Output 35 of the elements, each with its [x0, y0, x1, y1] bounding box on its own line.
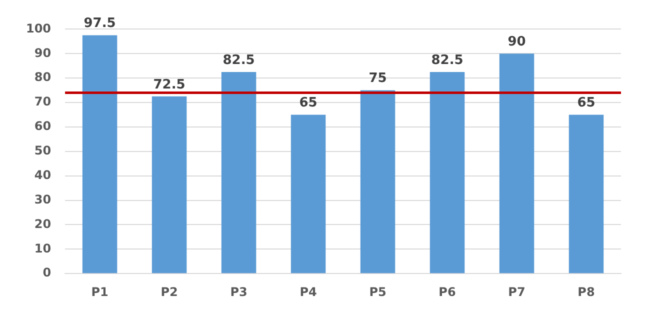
y-tick-label: 100: [26, 21, 52, 36]
y-tick-label: 60: [34, 119, 52, 134]
data-label: 65: [577, 96, 596, 111]
bar: [221, 72, 256, 274]
x-tick-label: P1: [91, 284, 108, 299]
data-label: 75: [368, 71, 387, 86]
y-tick-label: 20: [34, 216, 52, 231]
x-tick-label: P2: [160, 284, 178, 299]
y-tick-label: 90: [34, 46, 52, 60]
y-tick-label: 30: [34, 192, 52, 206]
bar: [499, 54, 534, 274]
data-label: 65: [299, 96, 318, 111]
x-tick-label: P4: [300, 284, 317, 299]
x-tick-label: P5: [369, 284, 386, 299]
data-label: 82.5: [222, 52, 255, 68]
data-label: 72.5: [153, 77, 186, 92]
x-tick-label: P8: [578, 284, 595, 299]
bar: [568, 114, 604, 274]
bar: [360, 90, 396, 274]
bar: [290, 114, 326, 274]
data-label: 97.5: [84, 16, 116, 32]
y-tick-label: 40: [34, 168, 52, 182]
y-tick-label: 80: [34, 70, 52, 84]
bar: [82, 35, 118, 274]
x-tick-label: P6: [438, 284, 456, 299]
y-tick-label: 0: [42, 266, 52, 280]
data-label: 82.5: [431, 52, 464, 68]
y-tick-label: 70: [34, 94, 52, 109]
y-tick-label: 10: [34, 241, 52, 256]
x-tick-label: P7: [508, 284, 526, 299]
bar: [430, 72, 465, 274]
y-tick-label: 50: [34, 144, 52, 158]
x-tick-label: P3: [230, 284, 248, 299]
bar: [152, 96, 187, 274]
data-label: 90: [508, 34, 526, 50]
